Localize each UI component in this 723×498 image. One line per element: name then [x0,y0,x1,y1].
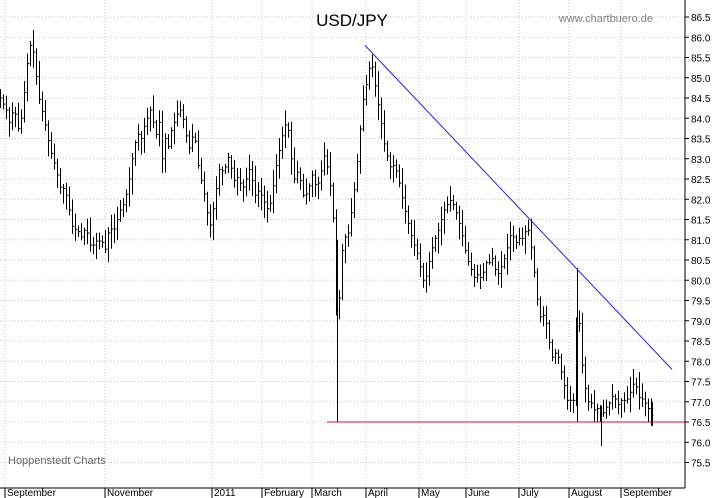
x-tick-label: November [107,488,154,498]
y-tick-label: 76.0 [691,438,711,449]
trend-lines [327,45,685,423]
x-tick-label: June [468,488,490,498]
x-tick-label: September [623,488,673,498]
chart-title: USD/JPY [316,11,388,30]
y-tick-label: 82.0 [691,195,711,206]
x-tick-label: February [264,488,304,498]
y-tick-label: 75.5 [691,459,711,470]
y-tick-label: 83.0 [691,155,711,166]
y-tick-label: 76.5 [691,418,711,429]
y-axis-ticks: 86.5 86.0 85.5 85.0 84.5 84.0 83.5 83.0 82.5 82.0… [685,13,711,470]
x-tick-label: 2011 [214,488,236,498]
x-tick-label: April [368,488,388,498]
y-tick-label: 80.5 [691,256,711,267]
y-tick-label: 77.5 [691,378,711,389]
x-tick-label: July [521,488,539,498]
x-tick-label: May [421,488,440,498]
y-tick-label: 81.0 [691,236,711,247]
y-tick-label: 80.0 [691,276,711,287]
y-tick-label: 85.5 [691,54,711,65]
y-tick-label: 86.0 [691,33,711,44]
y-tick-label: 78.5 [691,337,711,348]
source-label: www.chartbuero.de [558,13,653,25]
credit-label: Hoppenstedt Charts [8,455,106,467]
x-tick-label: August [571,488,602,498]
y-tick-label: 79.5 [691,297,711,308]
y-tick-label: 78.0 [691,357,711,368]
y-tick-label: 81.5 [691,216,711,227]
y-tick-label: 77.0 [691,398,711,409]
x-tick-label: September [7,488,57,498]
y-tick-label: 85.0 [691,74,711,85]
y-tick-label: 82.5 [691,175,711,186]
y-tick-label: 86.5 [691,13,711,24]
price-bars [0,30,654,447]
y-tick-label: 83.5 [691,135,711,146]
resistance-line [364,45,673,370]
y-tick-label: 84.5 [691,94,711,105]
y-tick-label: 79.0 [691,317,711,328]
x-tick-label: March [314,488,342,498]
x-axis-ticks: September November 2011 February March April M… [4,488,673,498]
y-tick-label: 84.0 [691,114,711,125]
